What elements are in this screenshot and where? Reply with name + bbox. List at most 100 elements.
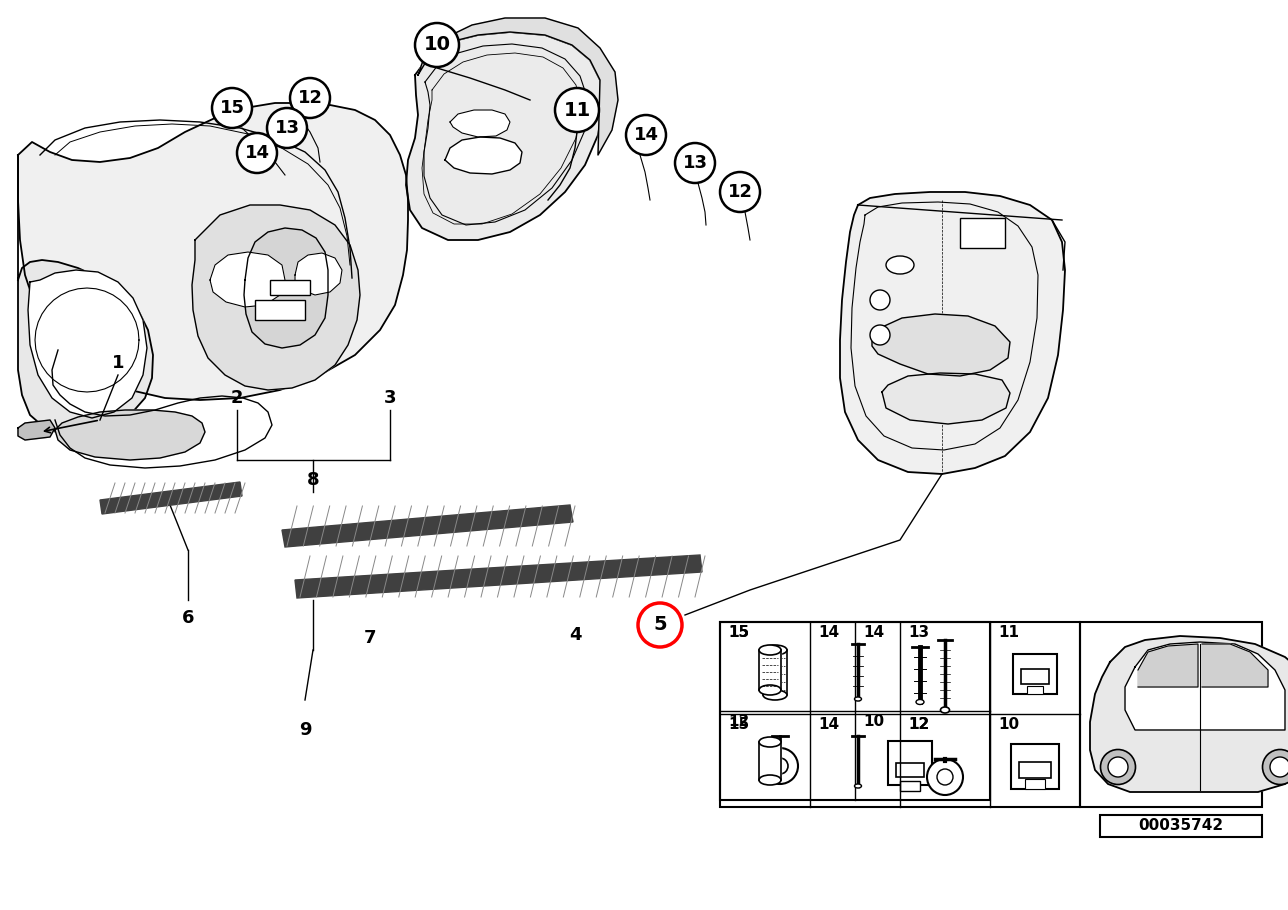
Text: 3: 3 [384, 389, 397, 407]
Ellipse shape [759, 685, 781, 695]
Text: 15: 15 [728, 625, 750, 640]
Polygon shape [282, 505, 573, 547]
Polygon shape [18, 420, 55, 440]
Circle shape [237, 133, 277, 173]
Polygon shape [192, 205, 361, 390]
Text: 7: 7 [363, 629, 376, 647]
Text: 13: 13 [908, 625, 929, 640]
Text: 14: 14 [245, 144, 269, 162]
Ellipse shape [759, 737, 781, 747]
Ellipse shape [762, 690, 787, 700]
Text: 12: 12 [728, 714, 750, 729]
Circle shape [638, 603, 683, 647]
Text: 4: 4 [569, 626, 581, 644]
Circle shape [555, 88, 599, 132]
Polygon shape [759, 742, 781, 780]
Text: 1: 1 [112, 354, 124, 372]
Bar [1011, 744, 1059, 789]
Circle shape [213, 88, 252, 128]
Text: 5: 5 [653, 615, 667, 634]
Polygon shape [243, 228, 328, 348]
Bar [270, 280, 310, 295]
Polygon shape [450, 110, 510, 137]
Circle shape [869, 290, 890, 310]
Polygon shape [100, 482, 242, 514]
Polygon shape [210, 252, 285, 307]
Text: 15: 15 [728, 717, 750, 732]
Bar [1019, 762, 1051, 778]
Polygon shape [882, 373, 1010, 424]
Text: 8: 8 [307, 471, 319, 489]
Text: 11: 11 [563, 100, 591, 119]
Bar [887, 741, 933, 785]
Polygon shape [55, 410, 205, 460]
Text: 14: 14 [863, 625, 884, 640]
Text: 00035742: 00035742 [1139, 818, 1224, 834]
Text: 2: 2 [231, 389, 243, 407]
Circle shape [626, 115, 666, 155]
Polygon shape [872, 314, 1010, 376]
Polygon shape [295, 253, 343, 295]
Circle shape [290, 78, 330, 118]
Polygon shape [295, 555, 702, 598]
Ellipse shape [1262, 750, 1288, 784]
Ellipse shape [854, 784, 862, 788]
Text: 10: 10 [863, 714, 884, 729]
Circle shape [675, 143, 715, 183]
Polygon shape [18, 155, 153, 435]
Text: 14: 14 [818, 625, 838, 640]
Circle shape [762, 748, 799, 784]
Text: 9: 9 [299, 721, 312, 739]
Ellipse shape [916, 700, 923, 704]
Bar [255, 300, 305, 320]
Text: 13: 13 [683, 154, 707, 172]
Text: 12: 12 [728, 183, 752, 201]
Ellipse shape [854, 697, 862, 701]
Circle shape [720, 172, 760, 212]
Polygon shape [1124, 642, 1285, 730]
Bar [1012, 654, 1057, 694]
Polygon shape [1202, 644, 1267, 687]
Text: 14: 14 [634, 126, 658, 144]
Text: 13: 13 [274, 119, 300, 137]
Polygon shape [759, 650, 781, 690]
Polygon shape [18, 103, 408, 400]
Polygon shape [419, 18, 618, 155]
Ellipse shape [886, 256, 914, 274]
Bar [960, 218, 1005, 248]
Text: 11: 11 [998, 625, 1019, 640]
Circle shape [415, 23, 459, 67]
Circle shape [267, 108, 307, 148]
Polygon shape [1139, 644, 1198, 687]
Bar [900, 781, 920, 791]
Text: 12: 12 [298, 89, 322, 107]
Ellipse shape [759, 645, 781, 655]
Text: 10: 10 [998, 717, 1019, 732]
Polygon shape [840, 192, 1065, 474]
Bar [1021, 669, 1048, 684]
Bar [1100, 815, 1262, 837]
Circle shape [927, 759, 963, 795]
Polygon shape [28, 270, 147, 418]
Text: 12: 12 [908, 717, 929, 732]
Bar [1081, 622, 1262, 807]
Ellipse shape [762, 645, 787, 655]
Polygon shape [1090, 636, 1288, 792]
Text: 15: 15 [219, 99, 245, 117]
Ellipse shape [1100, 750, 1136, 784]
Ellipse shape [1270, 757, 1288, 777]
Polygon shape [444, 137, 522, 174]
Text: 6: 6 [182, 609, 194, 627]
Bar [1027, 686, 1043, 694]
Text: 14: 14 [818, 717, 838, 732]
Text: 10: 10 [424, 35, 451, 55]
Circle shape [869, 325, 890, 345]
Bar [896, 763, 923, 777]
Text: 15: 15 [728, 625, 750, 640]
Ellipse shape [1108, 757, 1128, 777]
Bar [1025, 779, 1045, 789]
Text: 12: 12 [908, 717, 929, 732]
Ellipse shape [940, 707, 949, 713]
Circle shape [772, 758, 788, 774]
Polygon shape [406, 32, 603, 240]
